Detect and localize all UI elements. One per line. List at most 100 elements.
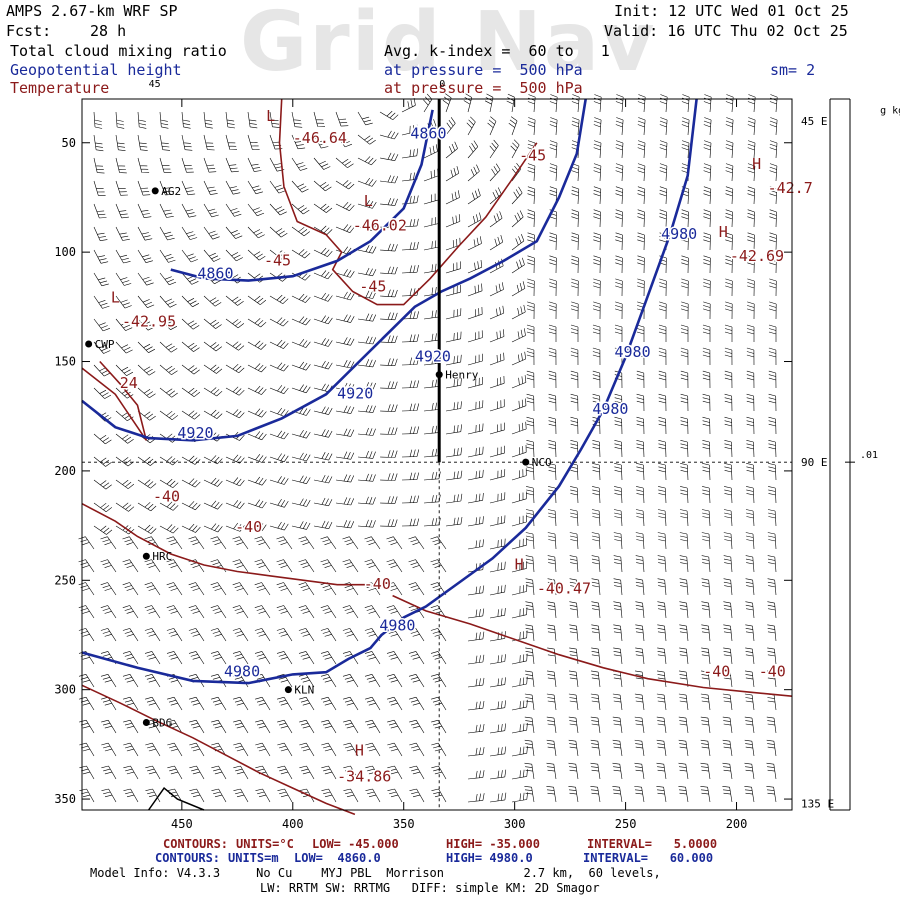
- wind-barb: [144, 605, 161, 619]
- wind-barb: [93, 318, 111, 332]
- wind-barb: [144, 628, 161, 642]
- wind-barb: [467, 283, 483, 297]
- wind-barb: [342, 559, 359, 573]
- wind-barb: [725, 140, 734, 159]
- wind-barb: [379, 312, 398, 321]
- wind-barb: [401, 518, 420, 527]
- terrain-line: [147, 787, 205, 811]
- wind-barb: [159, 524, 179, 534]
- wind-barb: [489, 211, 503, 228]
- wind-barb: [722, 693, 733, 711]
- wind-barb: [702, 416, 711, 435]
- wind-barb: [511, 491, 527, 504]
- wind-barb: [357, 267, 377, 277]
- wind-barb: [401, 426, 420, 435]
- extremum-marker: L: [364, 192, 373, 210]
- wind-barb: [723, 601, 733, 619]
- wind-barb: [659, 301, 667, 320]
- wind-barb: [547, 578, 557, 596]
- wind-barb: [679, 532, 689, 550]
- wind-barb: [525, 555, 535, 573]
- wind-barb: [659, 140, 668, 159]
- wind-barb: [592, 486, 601, 504]
- wind-barb: [210, 674, 227, 688]
- wind-barb: [93, 525, 113, 535]
- wind-barb: [277, 765, 293, 780]
- wind-barb: [614, 486, 623, 504]
- wind-barb: [123, 696, 139, 711]
- wind-barb: [247, 431, 267, 441]
- wind-barb: [467, 259, 483, 274]
- wind-barb: [489, 700, 506, 711]
- wind-barb: [123, 765, 139, 780]
- wind-barb: [298, 582, 315, 596]
- wind-barb: [592, 370, 601, 389]
- wind-barb: [636, 416, 645, 435]
- height-contours: [81, 98, 698, 685]
- wind-barb: [342, 536, 359, 550]
- wind-barb: [225, 295, 244, 306]
- wind-barb: [613, 509, 623, 527]
- wind-barb: [680, 463, 689, 481]
- wind-barb: [247, 476, 267, 486]
- height-contours-label: CONTOURS:: [155, 851, 221, 865]
- wind-barb: [137, 318, 155, 331]
- wind-barb: [548, 347, 557, 366]
- wind-barb: [570, 440, 579, 458]
- wind-barb: [408, 605, 425, 619]
- wind-barb: [511, 537, 527, 550]
- wind-barb: [546, 693, 557, 711]
- wind-barb: [570, 324, 579, 342]
- wind-barb: [364, 651, 381, 665]
- wind-barb: [247, 111, 258, 129]
- wind-barb: [137, 157, 150, 173]
- wind-barb: [335, 111, 349, 127]
- wind-barb: [313, 111, 326, 127]
- wind-barb: [233, 742, 249, 757]
- wind-barb: [511, 722, 528, 734]
- wind-barb: [357, 359, 376, 368]
- wind-barb: [511, 210, 524, 228]
- model-info: Model Info: V4.3.3 No Cu MYJ PBL Morriso…: [90, 866, 661, 880]
- wind-barb: [467, 164, 480, 182]
- wind-barb: [313, 180, 332, 192]
- wind-barb: [291, 498, 311, 507]
- wind-barb: [276, 559, 293, 573]
- wind-barb: [615, 255, 623, 274]
- wind-barb: [467, 654, 485, 665]
- wind-barb: [489, 584, 506, 596]
- wind-barb: [634, 739, 645, 757]
- wind-barb: [430, 559, 447, 573]
- init-time: Init: 12 UTC Wed 01 Oct 25: [614, 2, 849, 20]
- wind-barb: [247, 226, 265, 239]
- wind-barb: [569, 624, 579, 642]
- wind-barb: [401, 449, 420, 458]
- wind-barb: [571, 278, 579, 297]
- wind-barb: [233, 696, 249, 711]
- wind-barb: [467, 770, 485, 780]
- wind-barb: [658, 393, 667, 412]
- wind-barb: [379, 130, 399, 140]
- wind-barb: [188, 628, 205, 642]
- wind-barb: [614, 347, 623, 366]
- wind-barb: [570, 463, 579, 481]
- wind-barb: [423, 309, 441, 320]
- wind-barb: [211, 696, 227, 711]
- wind-barb: [526, 347, 535, 366]
- wind-barb: [137, 502, 157, 512]
- wind-barb: [745, 601, 755, 619]
- wind-barb: [615, 278, 623, 297]
- plot-border: [81, 98, 793, 811]
- wind-barb: [703, 140, 712, 159]
- wind-barb: [592, 324, 601, 342]
- wind-barb: [408, 651, 425, 665]
- wind-barb: [387, 719, 403, 734]
- wind-barb: [746, 324, 755, 342]
- colorbar-value: .01: [860, 450, 879, 461]
- wind-barb: [401, 98, 416, 113]
- valid-time: Valid: 16 UTC Thu 02 Oct 25: [604, 22, 848, 40]
- wind-barb: [225, 386, 245, 396]
- wind-barb: [612, 739, 623, 757]
- wind-barb: [466, 116, 476, 136]
- wind-barb: [546, 762, 557, 780]
